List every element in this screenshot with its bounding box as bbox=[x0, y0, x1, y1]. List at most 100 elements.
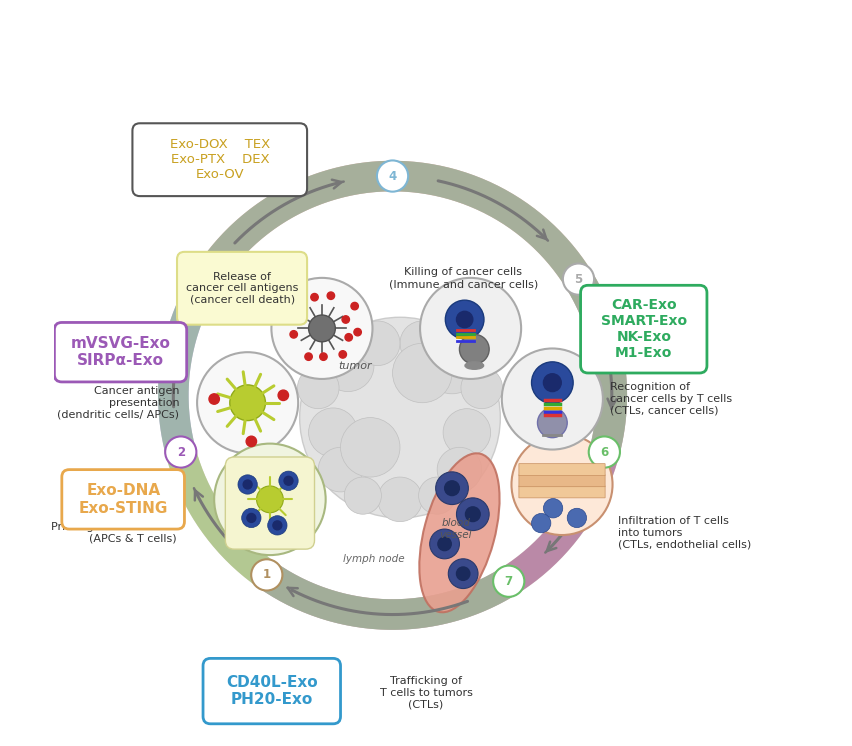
Ellipse shape bbox=[419, 454, 499, 612]
Circle shape bbox=[544, 374, 561, 392]
Circle shape bbox=[319, 448, 363, 492]
Circle shape bbox=[341, 418, 400, 477]
Circle shape bbox=[457, 498, 489, 530]
Circle shape bbox=[209, 394, 219, 404]
Circle shape bbox=[322, 339, 374, 392]
Text: 5: 5 bbox=[574, 272, 583, 286]
FancyBboxPatch shape bbox=[580, 285, 707, 373]
Text: lymph node: lymph node bbox=[343, 554, 405, 564]
Circle shape bbox=[247, 513, 256, 522]
Text: Trafficking of
T cells to tumors
(CTLs): Trafficking of T cells to tumors (CTLs) bbox=[379, 676, 473, 709]
Ellipse shape bbox=[465, 362, 484, 369]
Circle shape bbox=[437, 448, 481, 492]
Circle shape bbox=[251, 560, 282, 591]
Circle shape bbox=[311, 293, 319, 301]
Circle shape bbox=[238, 474, 257, 494]
Circle shape bbox=[308, 408, 358, 457]
Circle shape bbox=[459, 334, 489, 364]
Circle shape bbox=[305, 353, 313, 360]
Circle shape bbox=[435, 472, 469, 504]
Circle shape bbox=[493, 565, 524, 597]
Text: 1: 1 bbox=[262, 568, 271, 581]
Circle shape bbox=[351, 302, 359, 310]
Circle shape bbox=[243, 480, 252, 489]
Circle shape bbox=[290, 330, 297, 338]
Circle shape bbox=[589, 436, 620, 468]
Circle shape bbox=[284, 476, 293, 485]
Circle shape bbox=[502, 348, 603, 450]
Circle shape bbox=[418, 477, 456, 514]
Circle shape bbox=[511, 434, 613, 535]
Circle shape bbox=[423, 337, 481, 394]
FancyBboxPatch shape bbox=[203, 659, 341, 724]
Circle shape bbox=[465, 507, 481, 521]
Circle shape bbox=[446, 300, 484, 339]
Circle shape bbox=[242, 508, 261, 527]
Circle shape bbox=[320, 353, 327, 360]
Text: 4: 4 bbox=[389, 169, 397, 183]
Circle shape bbox=[268, 515, 287, 535]
Circle shape bbox=[297, 367, 339, 409]
Circle shape bbox=[532, 513, 551, 533]
Circle shape bbox=[342, 316, 349, 323]
Text: 3: 3 bbox=[203, 272, 210, 286]
Circle shape bbox=[272, 278, 372, 379]
Circle shape bbox=[532, 362, 573, 404]
Circle shape bbox=[544, 498, 563, 518]
Circle shape bbox=[197, 352, 298, 454]
Circle shape bbox=[246, 436, 256, 447]
Text: Killing of cancer cells
(Immune and cancer cells): Killing of cancer cells (Immune and canc… bbox=[389, 268, 538, 289]
Circle shape bbox=[214, 444, 325, 555]
Text: tumor: tumor bbox=[338, 360, 372, 371]
Circle shape bbox=[457, 567, 469, 580]
Text: Release of
cancer cell antigens
(cancer cell death): Release of cancer cell antigens (cancer … bbox=[187, 272, 298, 305]
Text: 7: 7 bbox=[504, 574, 513, 588]
Circle shape bbox=[400, 321, 445, 366]
Circle shape bbox=[420, 278, 521, 379]
Circle shape bbox=[445, 481, 459, 495]
Text: Exo-DOX    TEX
Exo-PTX    DEX
Exo-OV: Exo-DOX TEX Exo-PTX DEX Exo-OV bbox=[170, 138, 270, 181]
Circle shape bbox=[429, 529, 459, 559]
Text: Infiltration of T cells
into tumors
(CTLs, endothelial cells): Infiltration of T cells into tumors (CTL… bbox=[618, 516, 751, 549]
FancyBboxPatch shape bbox=[519, 474, 605, 486]
Circle shape bbox=[345, 333, 353, 341]
FancyBboxPatch shape bbox=[177, 252, 307, 325]
Circle shape bbox=[563, 263, 594, 295]
Circle shape bbox=[297, 308, 305, 316]
Circle shape bbox=[256, 486, 284, 513]
Circle shape bbox=[377, 160, 408, 192]
Circle shape bbox=[327, 292, 335, 299]
Circle shape bbox=[278, 390, 289, 401]
FancyBboxPatch shape bbox=[55, 322, 187, 382]
Circle shape bbox=[448, 559, 478, 589]
Circle shape bbox=[273, 521, 282, 530]
Circle shape bbox=[355, 321, 400, 366]
Text: Priming and activation
(APCs & T cells): Priming and activation (APCs & T cells) bbox=[51, 522, 177, 544]
Text: Exo-DNA
Exo-STING: Exo-DNA Exo-STING bbox=[79, 483, 168, 515]
Text: CD40L-Exo
PH20-Exo: CD40L-Exo PH20-Exo bbox=[227, 675, 318, 707]
Circle shape bbox=[393, 343, 452, 403]
Circle shape bbox=[538, 408, 567, 438]
Circle shape bbox=[461, 367, 503, 409]
Circle shape bbox=[165, 436, 196, 468]
Circle shape bbox=[377, 477, 423, 521]
Circle shape bbox=[344, 477, 382, 514]
Circle shape bbox=[339, 351, 347, 358]
Circle shape bbox=[567, 508, 586, 527]
Circle shape bbox=[191, 263, 222, 295]
Circle shape bbox=[308, 315, 336, 342]
Text: Recognition of
cancer cells by T cells
(CTLs, cancer cells): Recognition of cancer cells by T cells (… bbox=[610, 383, 733, 416]
FancyBboxPatch shape bbox=[519, 486, 605, 498]
Text: blood
vessel: blood vessel bbox=[440, 518, 472, 540]
Circle shape bbox=[354, 328, 361, 336]
Text: mVSVG-Exo
SIRPα-Exo: mVSVG-Exo SIRPα-Exo bbox=[71, 336, 170, 369]
FancyBboxPatch shape bbox=[132, 123, 307, 196]
Text: Cancer antigen
presentation
(dendritic cells/ APCs): Cancer antigen presentation (dendritic c… bbox=[57, 386, 179, 419]
Circle shape bbox=[438, 537, 452, 551]
Circle shape bbox=[230, 385, 266, 421]
Circle shape bbox=[300, 317, 500, 518]
Circle shape bbox=[457, 311, 473, 327]
Text: 2: 2 bbox=[176, 445, 185, 459]
FancyBboxPatch shape bbox=[225, 457, 314, 549]
Circle shape bbox=[443, 409, 491, 457]
